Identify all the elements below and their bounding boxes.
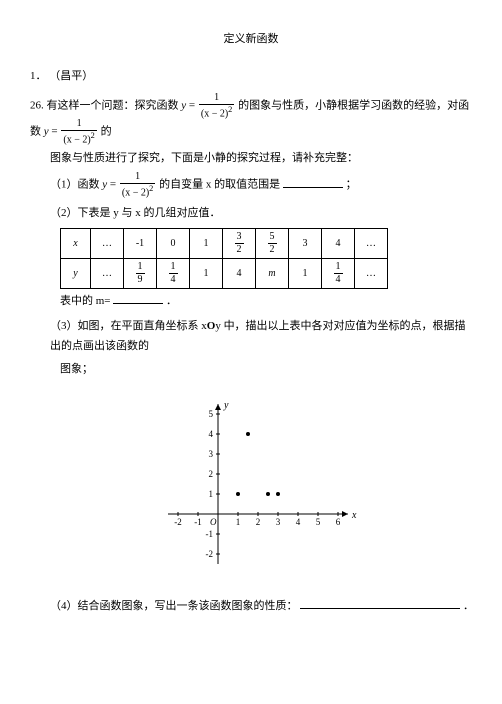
item-26-line-1: 26. 有这样一个问题：探究函数 y = 1 (x − 2)2 的图象与性质，小… — [28, 93, 474, 146]
fraction-3: 1 (x − 2)2 — [120, 172, 155, 198]
eq-3: = — [110, 179, 116, 191]
cell: 3 — [289, 228, 322, 258]
cell: 1 — [190, 258, 223, 288]
frac-den-3: (x − 2)2 — [120, 184, 155, 198]
eq-1: = — [189, 100, 195, 112]
period-1: ． — [166, 295, 177, 307]
cell: 1 — [289, 258, 322, 288]
den-base-3: (x − 2) — [122, 188, 149, 199]
coordinate-plot: -2 -1 1 2 3 4 5 6 1 2 3 4 5 -1 -2 Ox y — [163, 384, 383, 584]
item-26-num: 26. — [30, 100, 44, 112]
q2-note: 表中的 m= ． — [28, 291, 474, 312]
cell-m: m — [256, 258, 289, 288]
frac-den-1: (x − 2)2 — [199, 105, 234, 119]
svg-text:5: 5 — [209, 409, 214, 419]
cell: … — [355, 258, 388, 288]
frac-den-2: (x − 2)2 — [61, 131, 96, 145]
svg-text:2: 2 — [209, 469, 214, 479]
cell: 1 — [190, 228, 223, 258]
plot-svg: -2 -1 1 2 3 4 5 6 1 2 3 4 5 -1 -2 Ox y — [163, 384, 383, 584]
fraction-1: 1 (x − 2)2 — [199, 93, 234, 119]
svg-text:O: O — [210, 517, 217, 527]
cell: -1 — [124, 228, 157, 258]
frac-num-2: 1 — [61, 119, 96, 131]
blank-3[interactable] — [300, 598, 460, 609]
svg-text:-2: -2 — [206, 549, 214, 559]
svg-text:-1: -1 — [206, 529, 214, 539]
den-base-1: (x − 2) — [201, 108, 228, 119]
cell: 0 — [157, 228, 190, 258]
q1-a: （1）函数 — [50, 179, 102, 191]
cell: 32 — [223, 228, 256, 258]
cell-x: x — [61, 228, 91, 258]
table-row-x: x … -1 0 1 32 52 3 4 … — [61, 228, 388, 258]
item-26-line-2: 图象与性质进行了探究，下面是小静的探究过程，请补充完整： — [28, 148, 474, 169]
fn-y-2: y — [44, 126, 49, 138]
cell-y: y — [61, 258, 91, 288]
item-1-src: （昌平） — [49, 70, 93, 82]
q1-b: 的自变量 x 的取值范围是 — [159, 179, 280, 191]
svg-text:1: 1 — [236, 517, 241, 527]
cell: 19 — [124, 258, 157, 288]
frac-num-1: 1 — [199, 93, 234, 105]
svg-text:5: 5 — [316, 517, 321, 527]
cell: 52 — [256, 228, 289, 258]
question-1: （1）函数 y = 1 (x − 2)2 的自变量 x 的取值范围是 ； — [28, 172, 474, 198]
semi-1: ； — [346, 179, 357, 191]
svg-text:2: 2 — [256, 517, 261, 527]
svg-text:y: y — [223, 400, 229, 411]
fraction-2: 1 (x − 2)2 — [61, 119, 96, 145]
cell: … — [91, 258, 124, 288]
question-3: （3）如图，在平面直角坐标系 xOy 中，描出以上表中各对对应值为坐标的点，根据… — [28, 316, 474, 358]
fn-y-3: y — [102, 179, 107, 191]
item-26-text-1: 有这样一个问题：探究函数 — [47, 100, 182, 112]
q3-a: （3）如图，在平面直角坐标系 x — [50, 320, 207, 332]
cell: 4 — [322, 228, 355, 258]
frac-num-3: 1 — [120, 172, 155, 184]
svg-text:-2: -2 — [174, 517, 182, 527]
svg-text:x: x — [351, 510, 357, 521]
cell: 14 — [322, 258, 355, 288]
svg-text:1: 1 — [209, 489, 214, 499]
q2-note-a: 表中的 m= — [60, 295, 111, 307]
q4-a: （4）结合函数图象，写出一条该函数图象的性质： — [50, 600, 298, 612]
value-table: x … -1 0 1 32 52 3 4 … y … 19 14 1 4 m 1… — [60, 228, 388, 289]
blank-1[interactable] — [283, 177, 343, 188]
question-4: （4）结合函数图象，写出一条该函数图象的性质： ． — [28, 596, 474, 617]
cell: … — [355, 228, 388, 258]
cell: 4 — [223, 258, 256, 288]
period-2: ． — [463, 600, 474, 612]
item-1-num: 1． — [30, 70, 47, 82]
table-row-y: y … 19 14 1 4 m 1 14 … — [61, 258, 388, 288]
item-1: 1． （昌平） — [28, 66, 474, 87]
svg-text:3: 3 — [209, 449, 214, 459]
question-2: （2）下表是 y 与 x 的几组对应值． — [28, 203, 474, 224]
fn-y-1: y — [181, 100, 186, 112]
svg-text:6: 6 — [336, 517, 341, 527]
page-title: 定义新函数 — [28, 30, 474, 46]
blank-2[interactable] — [113, 293, 163, 304]
item-26-text-3: 的 — [101, 126, 112, 138]
cell: … — [91, 228, 124, 258]
eq-2: = — [51, 126, 57, 138]
svg-text:4: 4 — [296, 517, 301, 527]
question-3b: 图象； — [28, 359, 474, 380]
svg-text:-1: -1 — [194, 517, 202, 527]
svg-text:3: 3 — [276, 517, 281, 527]
den-exp-2: 2 — [91, 131, 95, 140]
svg-text:4: 4 — [209, 429, 214, 439]
den-exp-1: 2 — [228, 105, 232, 114]
den-exp-3: 2 — [149, 184, 153, 193]
cell: 14 — [157, 258, 190, 288]
den-base-2: (x − 2) — [63, 135, 90, 146]
